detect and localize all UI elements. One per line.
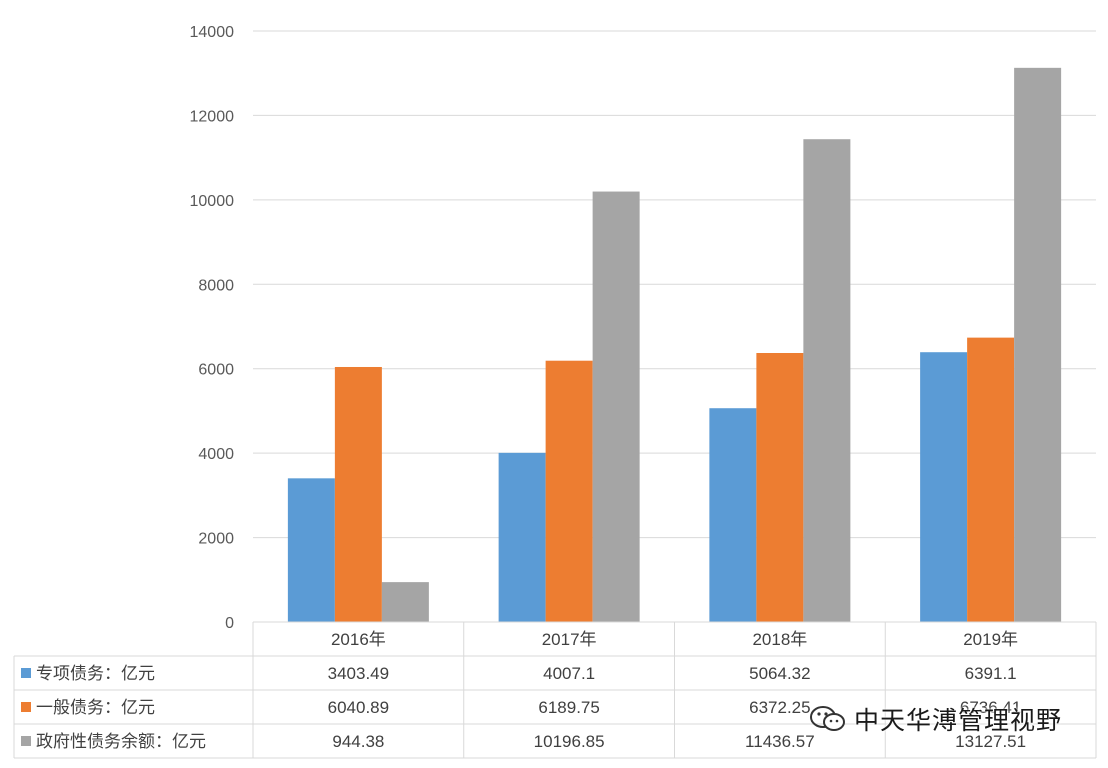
watermark: 中天华溥管理视野	[808, 701, 1062, 737]
data-cell: 944.38	[332, 732, 384, 751]
data-cell: 6736.41	[960, 698, 1021, 717]
bar	[381, 582, 429, 622]
data-cell: 6040.89	[328, 698, 389, 717]
bar	[545, 360, 593, 622]
legend-label: 政府性债务余额：亿元	[36, 732, 206, 752]
y-axis-ticks: 0 2000 4000 6000 8000 10000 12000 14000	[190, 24, 235, 632]
bar	[803, 139, 851, 622]
category-label: 2019年	[963, 630, 1018, 649]
data-cell: 13127.51	[955, 732, 1026, 751]
y-tick-label: 8000	[198, 277, 234, 294]
y-tick-label: 4000	[198, 446, 234, 463]
bar	[1014, 67, 1062, 622]
watermark-text: 中天华溥管理视野	[854, 706, 1063, 735]
legend-label: 专项债务：亿元	[36, 664, 155, 684]
bar	[334, 366, 382, 622]
legend-swatch	[21, 668, 31, 678]
data-cell: 10196.85	[534, 732, 605, 751]
legend-swatch	[21, 736, 31, 746]
data-cell: 3403.49	[328, 664, 389, 683]
legend-label: 一般债务：亿元	[36, 698, 155, 718]
y-tick-label: 10000	[190, 193, 235, 210]
bar	[920, 352, 968, 622]
data-cell: 4007.1	[543, 664, 595, 683]
bar	[756, 353, 804, 622]
y-tick-label: 14000	[190, 24, 235, 41]
wechat-icon	[810, 706, 845, 731]
bar	[709, 408, 757, 622]
category-label: 2016年	[331, 630, 386, 649]
data-cell: 6391.1	[965, 664, 1017, 683]
category-label: 2018年	[752, 630, 807, 649]
bar	[967, 337, 1015, 622]
y-tick-label: 0	[225, 615, 234, 632]
category-label: 2017年	[542, 630, 597, 649]
bar	[498, 452, 546, 622]
data-cell: 5064.32	[749, 664, 810, 683]
bar	[287, 478, 335, 622]
gridlines	[253, 30, 1096, 623]
data-cell: 6189.75	[538, 698, 599, 717]
legend-swatch	[21, 702, 31, 712]
bar	[592, 191, 640, 623]
y-tick-label: 6000	[198, 362, 234, 379]
bars	[287, 67, 1062, 623]
data-cell: 6372.25	[749, 698, 810, 717]
y-tick-label: 2000	[198, 531, 234, 548]
data-cell: 11436.57	[745, 732, 815, 751]
y-tick-label: 12000	[190, 108, 235, 125]
